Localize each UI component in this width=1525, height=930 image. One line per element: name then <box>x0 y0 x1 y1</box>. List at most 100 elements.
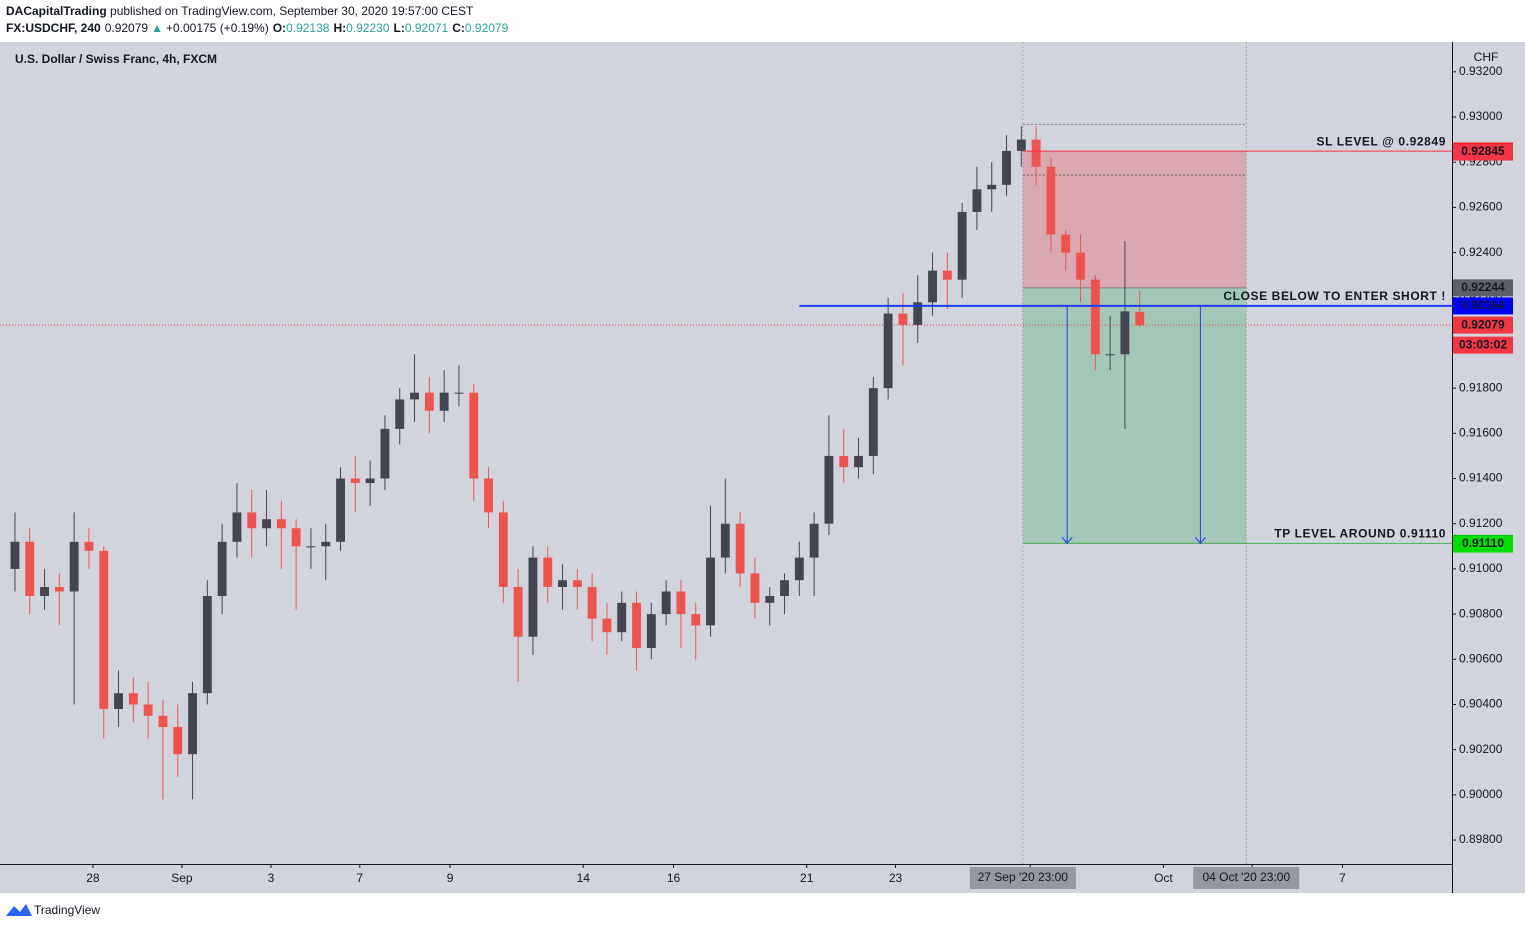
candle-body <box>143 704 153 716</box>
level-label: TP LEVEL AROUND 0.91110 <box>1274 527 1446 541</box>
x-tick-label: 21 <box>800 871 814 885</box>
candle-body <box>957 211 967 280</box>
x-tick-label: 16 <box>667 871 681 885</box>
y-tick-label: 0.91000 <box>1459 561 1503 575</box>
candle-body <box>676 591 686 615</box>
price-label-box <box>1453 297 1513 315</box>
arrow-head <box>1195 537 1206 545</box>
x-tick-label: 7 <box>356 871 363 885</box>
time-marker-box <box>969 867 1076 889</box>
change: +0.00175 (+0.19%) <box>166 21 269 35</box>
candle-body <box>928 270 937 303</box>
candle-body <box>1031 139 1041 167</box>
candle-body <box>646 614 656 648</box>
candle-body <box>883 313 893 389</box>
unit-label: CHF <box>1474 50 1499 64</box>
candle-body <box>868 388 878 456</box>
ohlc-value: 0.92230 <box>346 21 390 35</box>
candle-body <box>942 270 952 280</box>
candle-body <box>25 541 35 597</box>
candle-body <box>424 392 434 411</box>
candle-body <box>1105 354 1115 356</box>
countdown-box <box>1453 336 1513 354</box>
candle-body <box>913 302 923 325</box>
y-tick-label: 0.92400 <box>1459 245 1503 259</box>
candle-body <box>321 541 331 547</box>
candle-body <box>262 519 271 529</box>
candle-body <box>1016 139 1026 151</box>
level-label: SL LEVEL @ 0.92849 <box>1317 134 1446 148</box>
ohlc-value: 0.92079 <box>465 21 509 35</box>
price-label: 0.92244 <box>1461 280 1505 294</box>
candle-body <box>558 580 567 587</box>
candle-body <box>987 184 997 190</box>
x-tick-label: Oct <box>1154 871 1173 885</box>
candle-body <box>824 455 834 524</box>
y-tick-label: 0.91600 <box>1459 426 1503 440</box>
y-tick-label: 0.93200 <box>1459 64 1503 78</box>
candle-body <box>484 478 493 513</box>
arrow: ▲ <box>151 21 163 35</box>
author: DACapitalTrading <box>6 4 107 18</box>
price-label: 0.92079 <box>1461 317 1505 331</box>
candle-body <box>587 586 597 619</box>
y-tick-label: 0.90600 <box>1459 651 1503 665</box>
candle-body <box>291 528 301 547</box>
candle-body <box>350 478 360 484</box>
y-tick-label: 0.92600 <box>1459 200 1503 214</box>
y-tick-label: 0.93000 <box>1459 109 1503 123</box>
level-label: CLOSE BELOW TO ENTER SHORT ! <box>1223 289 1446 303</box>
price-label-box <box>1453 316 1513 334</box>
candle-body <box>1120 311 1130 355</box>
candle-body <box>513 586 523 637</box>
candle-body <box>276 519 286 529</box>
candle-body <box>69 541 79 592</box>
candle-body <box>691 614 701 626</box>
candle-body <box>439 392 449 411</box>
candle-body <box>632 602 641 648</box>
candle-body <box>1061 234 1071 253</box>
time-marker-label: 27 Sep '20 23:00 <box>978 870 1069 884</box>
ohlc-key: H: <box>333 21 346 35</box>
candle-body <box>794 557 804 581</box>
candle-body <box>173 727 183 755</box>
candle-body <box>336 478 345 542</box>
candle-body <box>217 541 227 597</box>
price-label-box <box>1453 279 1513 297</box>
candle-body <box>602 618 612 633</box>
x-tick-label: 14 <box>577 871 591 885</box>
candle-body <box>188 693 197 755</box>
ohlc-key: L: <box>394 21 405 35</box>
candle-body <box>780 580 789 597</box>
price-label: 0.92164 <box>1461 298 1505 312</box>
candle-body <box>202 596 212 694</box>
candle-body <box>528 557 538 637</box>
candle-body <box>1046 166 1056 235</box>
x-tick-label: 28 <box>86 871 100 885</box>
candle-body <box>735 523 745 574</box>
ohlc-key: C: <box>452 21 465 35</box>
ohlc-value: 0.92138 <box>286 21 330 35</box>
header-line-2: FX:USDCHF, 240 0.92079 ▲ +0.00175 (+0.19%) O… <box>6 21 509 35</box>
candle-body <box>158 715 168 728</box>
symbol: FX:USDCHF, 240 <box>6 21 101 35</box>
candle-body <box>410 392 419 400</box>
y-tick-label: 0.91200 <box>1459 516 1503 530</box>
candle-body <box>395 399 405 429</box>
candle-body <box>839 455 849 468</box>
candle-body <box>247 512 257 529</box>
candle-body <box>454 392 464 394</box>
candle-body <box>10 541 20 569</box>
candle-body <box>617 602 627 633</box>
candle-body <box>365 478 375 484</box>
candle-body <box>1076 252 1085 280</box>
candle-body <box>972 189 982 212</box>
y-tick-label: 0.89800 <box>1459 832 1503 846</box>
candle-body <box>380 428 390 479</box>
candle-body <box>898 313 908 325</box>
x-tick-label: 23 <box>889 871 903 885</box>
candle-body <box>750 573 760 603</box>
candle-body <box>306 546 316 548</box>
candle-body <box>572 580 582 587</box>
x-tick-label: 7 <box>1339 871 1346 885</box>
